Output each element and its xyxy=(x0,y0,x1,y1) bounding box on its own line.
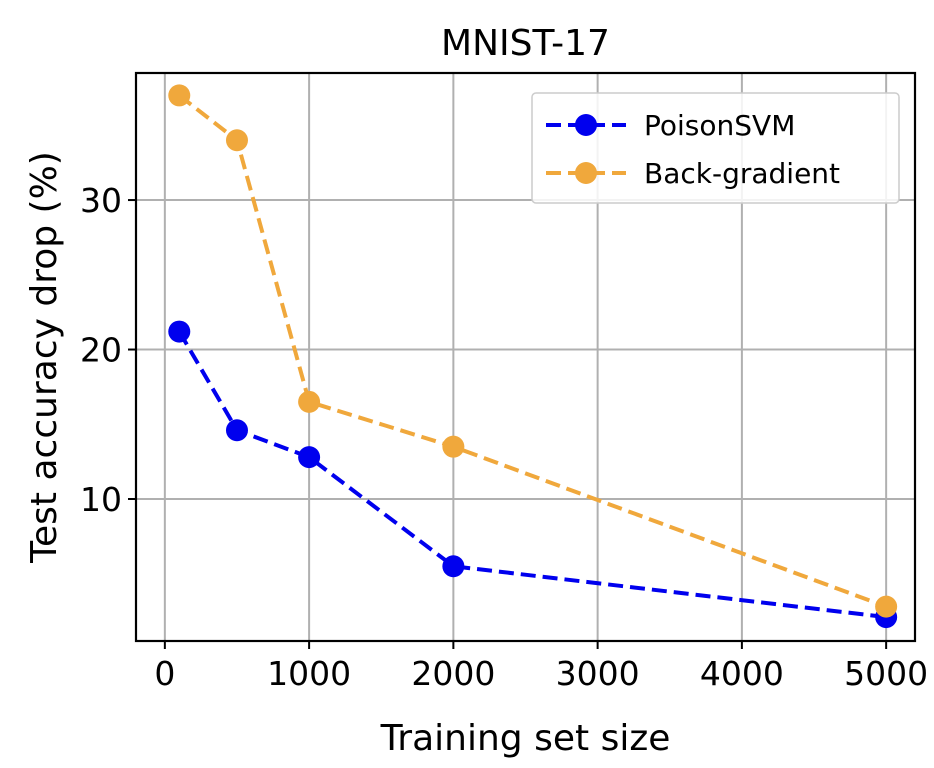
chart-title: MNIST-17 xyxy=(441,23,610,64)
legend-item-poisonsvm: PoisonSVM xyxy=(546,109,795,142)
legend-label: PoisonSVM xyxy=(644,109,795,142)
y-axis-ticks: 10 20 30 xyxy=(80,181,136,519)
data-point xyxy=(442,435,465,458)
x-tick-label: 1000 xyxy=(267,654,351,693)
y-tick-label: 10 xyxy=(80,480,122,519)
series-layer xyxy=(168,84,898,629)
y-axis-label: Test accuracy drop (%) xyxy=(24,151,65,564)
x-axis-ticks: 0 1000 2000 3000 4000 5000 xyxy=(154,641,928,693)
data-point xyxy=(225,419,248,442)
legend-items: PoisonSVM Back-gradient xyxy=(546,109,840,190)
series-back-gradient xyxy=(168,84,898,618)
data-point xyxy=(298,390,321,413)
legend-item-back-gradient: Back-gradient xyxy=(546,157,840,190)
legend-box xyxy=(531,92,900,204)
data-point xyxy=(168,84,191,107)
x-axis-label: Training set size xyxy=(380,718,671,759)
x-tick-label: 0 xyxy=(154,654,175,693)
data-point xyxy=(298,446,321,469)
x-tick-label: 2000 xyxy=(411,654,495,693)
x-tick-label: 4000 xyxy=(700,654,784,693)
series-poisonsvm xyxy=(168,320,898,629)
legend-marker xyxy=(575,114,597,136)
y-tick-label: 30 xyxy=(80,181,122,220)
data-point xyxy=(875,595,898,618)
legend-marker xyxy=(575,162,597,184)
plot-frame xyxy=(134,71,917,643)
legend-label: Back-gradient xyxy=(644,157,840,190)
x-tick-label: 3000 xyxy=(556,654,640,693)
legend: PoisonSVM Back-gradient xyxy=(531,92,900,204)
data-point xyxy=(442,555,465,578)
y-tick-label: 20 xyxy=(80,331,122,370)
data-point xyxy=(225,129,248,152)
x-tick-label: 5000 xyxy=(844,654,928,693)
data-point xyxy=(168,320,191,343)
series-line xyxy=(177,330,887,620)
